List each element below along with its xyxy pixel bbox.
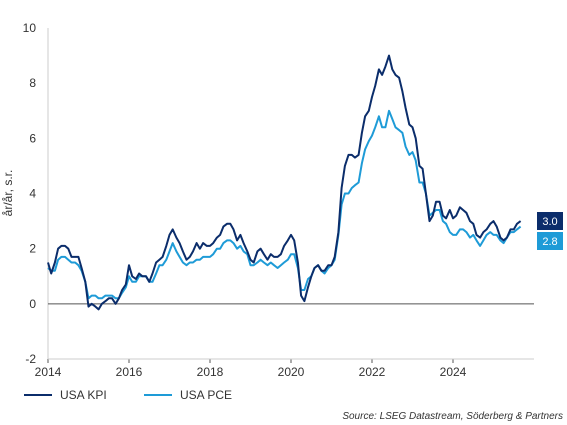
legend: USA KPI USA PCE <box>24 388 232 402</box>
x-tick-label: 2018 <box>197 365 224 379</box>
y-axis-label-group: år/år, s.r. <box>1 170 15 217</box>
x-tick-label: 2020 <box>278 365 305 379</box>
end-badge-value: 2.8 <box>542 236 557 248</box>
y-tick-label: 4 <box>29 187 36 201</box>
x-tick-label: 2016 <box>116 365 143 379</box>
y-tick-label: 0 <box>29 297 36 311</box>
end-badge-usa-kpi <box>537 212 563 230</box>
legend-label: USA KPI <box>60 388 107 402</box>
legend-label: USA PCE <box>180 388 232 402</box>
x-tick-label: 2022 <box>359 365 386 379</box>
end-badge-value: 3.0 <box>542 216 557 228</box>
end-badge-usa-pce <box>537 232 563 250</box>
series-line-usa-pce <box>47 109 522 300</box>
y-tick-label: -2 <box>25 352 36 366</box>
y-axis-ticks: -2 0 2 4 6 8 10 <box>23 21 37 366</box>
x-tick-label: 2014 <box>35 365 62 379</box>
y-tick-label: 8 <box>29 76 36 90</box>
y-tick-label: 10 <box>23 21 37 35</box>
end-value-badges: 3.0 2.8 <box>537 212 563 250</box>
x-axis-ticks: 2014 2016 2018 2020 2022 2024 <box>35 28 534 379</box>
series-lines <box>47 54 522 311</box>
x-tick-label: 2024 <box>440 365 467 379</box>
source-note: Source: LSEG Datastream, Söderberg & Par… <box>342 411 563 422</box>
y-axis-label: år/år, s.r. <box>1 170 15 217</box>
y-tick-label: 2 <box>29 242 36 256</box>
series-line-usa-kpi <box>47 54 522 311</box>
y-tick-label: 6 <box>29 131 36 145</box>
